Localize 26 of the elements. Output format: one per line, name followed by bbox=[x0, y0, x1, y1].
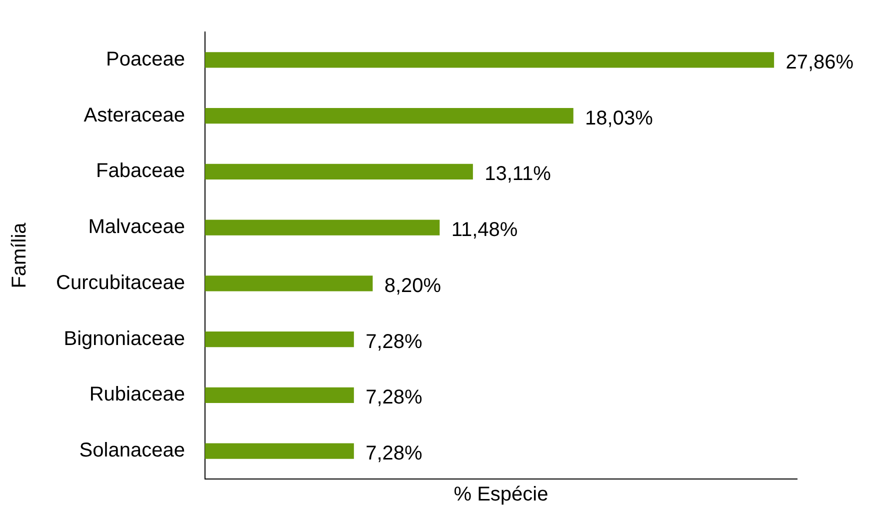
bar bbox=[204, 443, 354, 459]
bar bbox=[204, 331, 354, 348]
y-tick-label: Malvaceae bbox=[88, 216, 185, 238]
y-tick-label: Poaceae bbox=[106, 48, 185, 70]
bar bbox=[204, 52, 774, 68]
y-tick-label: Bignoniaceae bbox=[64, 328, 185, 350]
data-label: 27,86% bbox=[786, 51, 854, 74]
y-axis-title: Família bbox=[8, 222, 31, 288]
bar bbox=[204, 220, 440, 236]
y-tick-label: Fabaceae bbox=[96, 160, 185, 182]
bar bbox=[204, 387, 354, 404]
y-tick-label: Rubiaceae bbox=[89, 384, 185, 406]
data-label: 18,03% bbox=[585, 107, 654, 130]
data-label: 13,11% bbox=[484, 163, 552, 186]
y-tick-label: Asteraceae bbox=[84, 104, 185, 126]
data-label: 8,20% bbox=[384, 274, 442, 297]
data-label: 7,28% bbox=[366, 442, 423, 465]
bar bbox=[204, 108, 574, 124]
y-tick-label: Curcubitaceae bbox=[56, 272, 185, 294]
data-label: 7,28% bbox=[366, 330, 423, 353]
x-axis-title: % Espécie bbox=[454, 484, 548, 506]
data-label: 7,28% bbox=[366, 386, 423, 409]
data-label: 11,48% bbox=[451, 219, 518, 242]
bar bbox=[204, 164, 473, 180]
bar bbox=[204, 276, 373, 292]
y-tick-label: Solanaceae bbox=[79, 440, 185, 462]
